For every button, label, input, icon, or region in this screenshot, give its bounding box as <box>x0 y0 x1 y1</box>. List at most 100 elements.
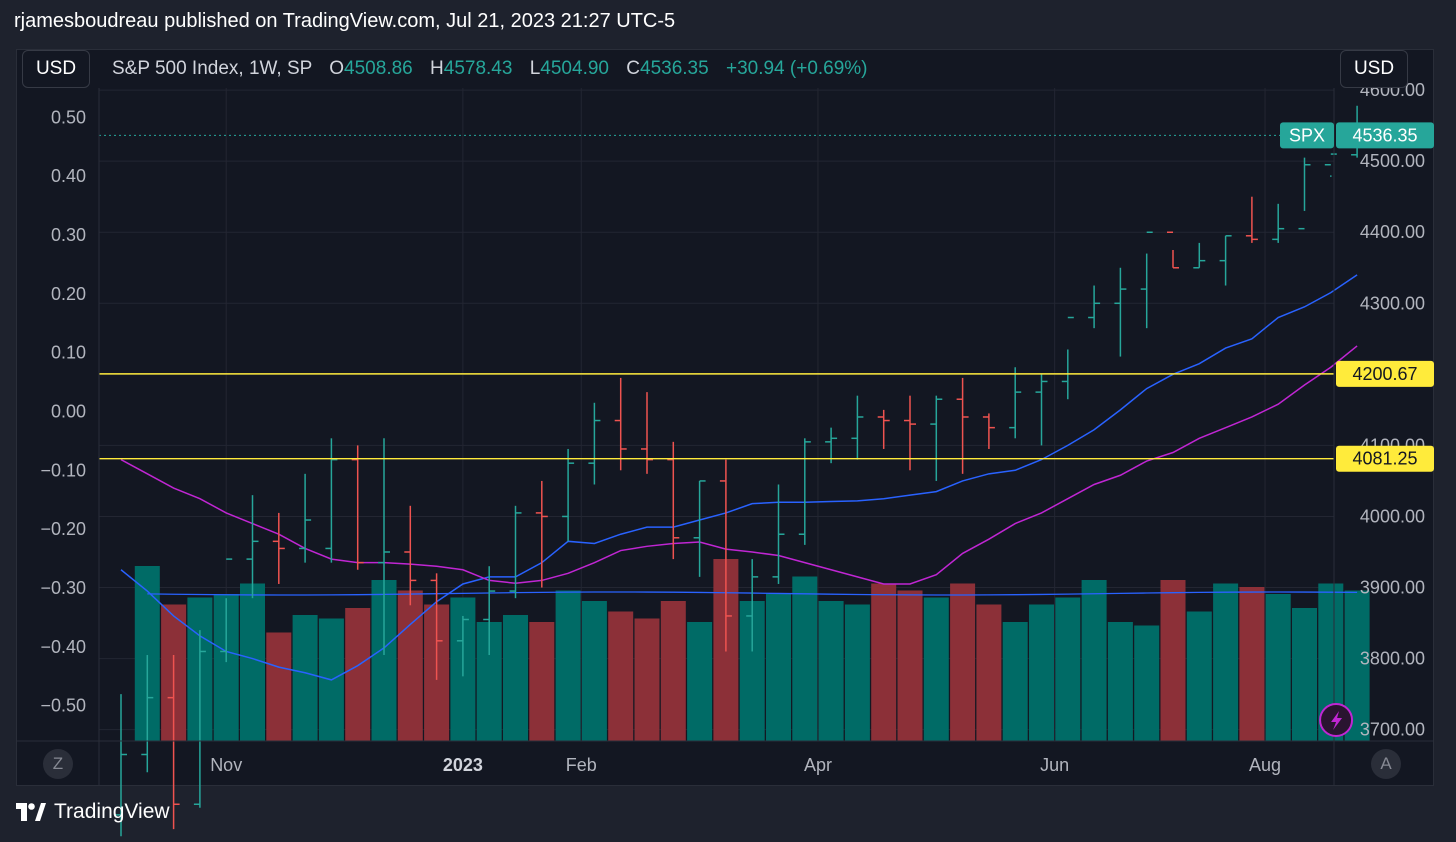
volume-bar <box>1292 608 1317 741</box>
price-tick-label: 4400.00 <box>1360 222 1425 242</box>
ohlc-bar[interactable] <box>272 512 285 584</box>
ohlc-bar[interactable] <box>1088 285 1101 329</box>
volume-bar <box>529 622 555 741</box>
ohlc-bar[interactable] <box>667 441 680 560</box>
ohlc-bar[interactable] <box>851 395 864 460</box>
currency-button-right[interactable]: USD <box>1340 50 1408 88</box>
ohlc-bar[interactable] <box>404 505 417 606</box>
volume-bar <box>1029 604 1054 741</box>
symbol-price-tag: SPX <box>1280 122 1334 149</box>
symbol-price-tag-bg <box>1280 122 1334 149</box>
level-price-tag-text: 4081.25 <box>1352 449 1417 469</box>
price-tick-label: 3800.00 <box>1360 649 1425 669</box>
ohlc-bar[interactable] <box>1219 235 1232 286</box>
low-label: L <box>529 58 541 79</box>
ohlc-bar[interactable] <box>378 438 390 656</box>
volume-bar <box>397 590 423 741</box>
open-label: O <box>329 58 345 79</box>
ohlc-bar[interactable] <box>483 566 496 656</box>
ohlc-bar[interactable] <box>772 484 785 584</box>
last-price-tag: 4536.35 <box>1336 122 1434 149</box>
ohlc-bar[interactable] <box>719 459 732 652</box>
volume-bar <box>1213 583 1239 741</box>
change-value: +30.94 (+0.69%) <box>725 58 868 79</box>
ohlc-bar[interactable] <box>430 573 443 680</box>
ohlc-bar[interactable] <box>746 559 759 652</box>
volume-bar <box>844 604 870 741</box>
volume-bar <box>1134 625 1160 741</box>
ohlc-bar[interactable] <box>1009 367 1022 439</box>
left-tick-label: −0.30 <box>40 578 86 598</box>
ohlc-bar[interactable] <box>1140 231 1153 329</box>
ohlc-bar[interactable] <box>956 377 969 474</box>
ohlc-bar[interactable] <box>930 395 943 481</box>
price-tick-label: 3700.00 <box>1360 720 1425 740</box>
ohlc-bar[interactable] <box>798 438 811 545</box>
volume-bar <box>1002 622 1028 741</box>
ohlc-bar[interactable] <box>351 445 364 570</box>
ohlc-bar[interactable] <box>693 480 706 577</box>
currency-button-left[interactable]: USD <box>22 50 90 88</box>
flash-icon-group <box>1319 703 1354 737</box>
ohlc-bar[interactable] <box>220 558 233 663</box>
volume-bar <box>818 601 844 741</box>
ohlc-bar[interactable] <box>1035 374 1048 446</box>
ohlc-bar[interactable] <box>509 505 522 599</box>
ohlc-bar[interactable] <box>299 473 312 563</box>
left-tick-label: −0.10 <box>40 460 86 480</box>
volume-bar <box>555 590 581 741</box>
ohlc-bar[interactable] <box>141 655 154 773</box>
volume-bar <box>266 632 292 741</box>
ohlc-bar[interactable] <box>825 427 838 464</box>
left-tick-label: −0.40 <box>40 637 86 657</box>
left-tick-label: 0.50 <box>51 107 86 127</box>
high-label: H <box>430 58 444 79</box>
ohlc-bar[interactable] <box>1245 196 1258 243</box>
ohlc-bar[interactable] <box>456 615 469 677</box>
price-tick-label: 4000.00 <box>1360 506 1425 526</box>
left-tick-label: −0.20 <box>40 519 86 539</box>
volume-bar <box>1055 597 1081 741</box>
ohlc-bar[interactable] <box>982 413 995 449</box>
ohlc-bar[interactable] <box>904 395 916 471</box>
volume-bar <box>792 576 818 741</box>
ohlc-bar[interactable] <box>1298 157 1311 230</box>
brand-name: TradingView <box>54 800 170 823</box>
ohlc-bar[interactable] <box>614 377 627 471</box>
volume-bar <box>1265 594 1291 741</box>
ohlc-bar[interactable] <box>167 655 180 830</box>
ohlc-bar[interactable] <box>115 694 127 837</box>
ohlc-bar[interactable] <box>246 495 259 599</box>
left-tick-label: 0.40 <box>51 166 86 186</box>
ohlc-bar[interactable] <box>1272 203 1285 243</box>
open-value: 4508.86 <box>344 58 413 79</box>
ma-slow-line <box>120 345 1358 585</box>
volume-bar <box>581 601 607 741</box>
auto-scale-button[interactable]: A <box>1371 749 1401 779</box>
ohlc-bar[interactable] <box>562 448 575 542</box>
volume-bar <box>345 608 371 741</box>
ohlc-bar[interactable] <box>535 480 548 588</box>
tradingview-logo[interactable]: TradingView <box>16 800 170 824</box>
ohlc-legend: S&P 500 Index, 1W, SP O4508.86 H4578.43 … <box>112 58 868 80</box>
volume-bar <box>871 583 897 741</box>
last-price-tag-bg <box>1336 122 1434 149</box>
price-tick-label: 3900.00 <box>1360 578 1425 598</box>
left-tick-label: 0.10 <box>51 343 86 363</box>
volume-bar <box>687 622 713 741</box>
ohlc-bar[interactable] <box>641 392 653 474</box>
axes: 3700.003800.003900.004000.004100.004300.… <box>17 80 1434 786</box>
zoom-reset-button[interactable]: Z <box>43 749 73 779</box>
ohlc-bar[interactable] <box>588 402 601 485</box>
ohlc-bar[interactable] <box>1167 231 1179 269</box>
ohlc-bar[interactable] <box>1114 267 1127 357</box>
volume-bar <box>1107 622 1133 741</box>
symbol-name: S&P 500 Index, 1W, SP <box>112 58 312 79</box>
publisher-line: rjamesboudreau published on TradingView.… <box>14 10 676 32</box>
volume-bar <box>503 615 528 741</box>
volume-bar <box>766 594 791 741</box>
ohlc-bar[interactable] <box>877 409 890 449</box>
ohlc-bar[interactable] <box>1193 242 1206 269</box>
ohlc-bar[interactable] <box>193 630 206 808</box>
